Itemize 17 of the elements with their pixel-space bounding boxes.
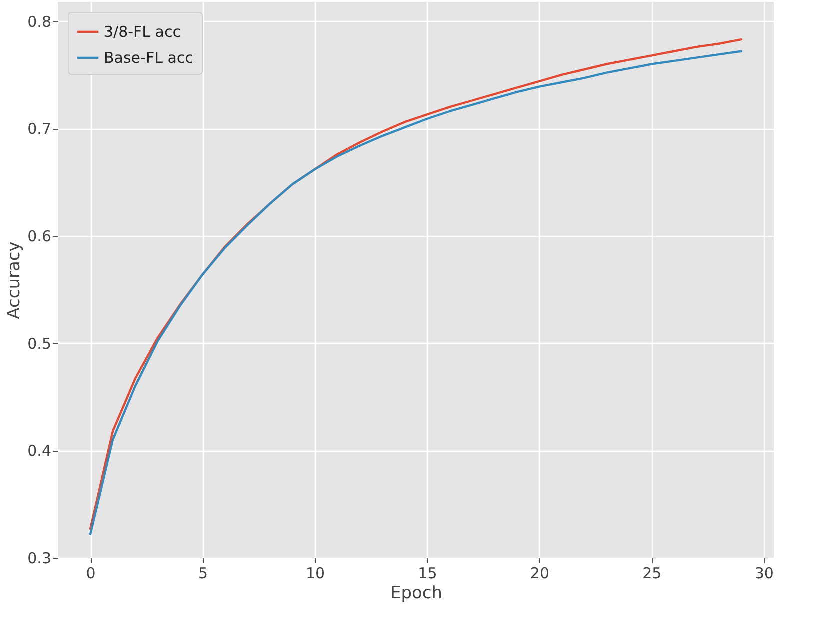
x-tick-label: 30 xyxy=(754,564,774,582)
x-axis-title: Epoch xyxy=(390,584,443,604)
x-tick-label: 20 xyxy=(530,564,550,582)
legend-label: Base-FL acc xyxy=(104,49,194,67)
y-tick-label: 0.4 xyxy=(28,442,52,460)
legend-label: 3/8-FL acc xyxy=(104,23,181,41)
y-tick-label: 0.3 xyxy=(28,550,52,568)
x-tick-label: 0 xyxy=(86,564,96,582)
y-tick-label: 0.6 xyxy=(28,227,52,246)
x-tick-label: 5 xyxy=(198,564,208,582)
x-tick-label: 10 xyxy=(306,564,326,582)
y-axis-title: Accuracy xyxy=(4,242,25,320)
y-tick-label: 0.7 xyxy=(28,120,52,138)
y-tick-label: 0.8 xyxy=(28,12,52,31)
x-tick-label: 25 xyxy=(642,564,662,582)
y-tick-label: 0.5 xyxy=(28,334,52,353)
x-tick-label: 15 xyxy=(418,564,438,582)
